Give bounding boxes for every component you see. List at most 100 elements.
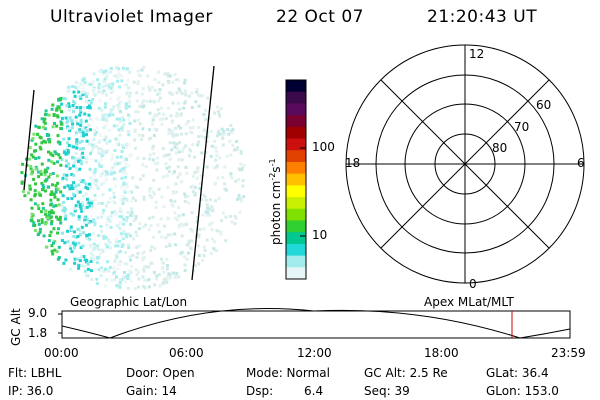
image-pixel [89, 269, 93, 273]
image-pixel [231, 143, 235, 147]
image-pixel [55, 215, 58, 219]
image-pixel [70, 126, 74, 130]
image-pixel [98, 138, 102, 142]
image-pixel [215, 154, 219, 158]
image-pixel [118, 240, 121, 243]
polar-axis-diagonal-2 [380, 79, 550, 249]
image-pixel [124, 83, 128, 87]
image-pixel [57, 245, 61, 249]
image-pixel [93, 193, 97, 197]
image-pixel [103, 138, 107, 142]
image-pixel [84, 192, 88, 196]
image-pixel [72, 192, 75, 196]
image-pixel [76, 227, 80, 231]
image-pixel [171, 204, 175, 208]
image-pixel [149, 248, 153, 252]
image-pixel [71, 104, 75, 107]
image-pixel [170, 92, 174, 96]
image-pixel [66, 229, 69, 233]
image-pixel [54, 152, 58, 156]
image-pixel [165, 257, 169, 261]
image-pixel [118, 280, 122, 284]
image-pixel [82, 105, 86, 109]
image-pixel [218, 156, 222, 160]
image-pixel [103, 169, 107, 173]
image-pixel [181, 224, 185, 228]
image-pixel [94, 144, 98, 148]
image-pixel [129, 264, 133, 268]
image-pixel [56, 257, 60, 261]
image-pixel [133, 287, 137, 291]
image-pixel [56, 115, 60, 119]
image-pixel [57, 203, 61, 207]
image-pixel [206, 206, 210, 210]
image-pixel [148, 88, 152, 92]
image-pixel [177, 225, 181, 229]
image-pixel [129, 258, 133, 262]
image-pixel [90, 143, 94, 147]
image-pixel [205, 140, 209, 143]
image-pixel [180, 234, 184, 238]
image-pixel [100, 70, 104, 74]
image-pixel [177, 150, 181, 154]
image-pixel [179, 180, 183, 184]
image-pixel [118, 259, 122, 263]
image-pixel [73, 246, 76, 250]
image-pixel [137, 118, 141, 122]
image-pixel [47, 138, 51, 141]
image-pixel [163, 72, 167, 76]
image-pixel [67, 105, 71, 108]
image-pixel [127, 104, 131, 108]
image-pixel [37, 170, 41, 174]
image-pixel [109, 66, 113, 70]
color-bar-segment [286, 91, 306, 104]
image-pixel [90, 206, 94, 210]
image-pixel [158, 284, 162, 288]
image-pixel [128, 115, 132, 119]
image-pixel [90, 150, 94, 153]
image-pixel [73, 159, 77, 162]
image-pixel [175, 78, 179, 82]
image-pixel [83, 269, 87, 273]
image-pixel [78, 203, 82, 206]
image-pixel [132, 219, 136, 222]
image-pixel [183, 268, 187, 272]
image-pixel [163, 277, 166, 281]
image-pixel [197, 262, 201, 266]
image-pixel [89, 101, 93, 105]
color-bar-frame [285, 79, 307, 280]
color-bar-segment [286, 126, 306, 140]
image-pixel [127, 118, 131, 122]
mlt-label-12: 12 [469, 47, 485, 61]
image-pixel [85, 133, 88, 137]
image-pixel [138, 221, 142, 225]
image-pixel [50, 220, 54, 223]
image-pixel [135, 99, 139, 103]
image-pixel [97, 140, 101, 144]
image-pixel [102, 70, 106, 74]
image-pixel [159, 117, 162, 121]
image-pixel [93, 223, 97, 227]
image-pixel [86, 267, 90, 271]
image-pixel [78, 130, 82, 134]
image-pixel [131, 253, 135, 257]
image-pixel [92, 248, 95, 252]
image-pixel [86, 106, 90, 109]
image-pixel [147, 285, 151, 289]
image-pixel [96, 78, 100, 82]
image-pixel [120, 245, 124, 248]
image-pixel [108, 188, 112, 192]
image-pixel [83, 258, 87, 262]
image-pixel [115, 124, 119, 128]
image-pixel [124, 185, 128, 189]
image-pixel [128, 153, 132, 157]
image-pixel [240, 199, 244, 203]
image-pixel [34, 182, 37, 186]
image-pixel [104, 284, 108, 288]
image-pixel [233, 214, 237, 218]
image-pixel [47, 150, 50, 154]
image-pixel [118, 85, 122, 89]
image-pixel [197, 235, 201, 239]
image-pixel [141, 87, 145, 90]
image-pixel [78, 95, 82, 99]
